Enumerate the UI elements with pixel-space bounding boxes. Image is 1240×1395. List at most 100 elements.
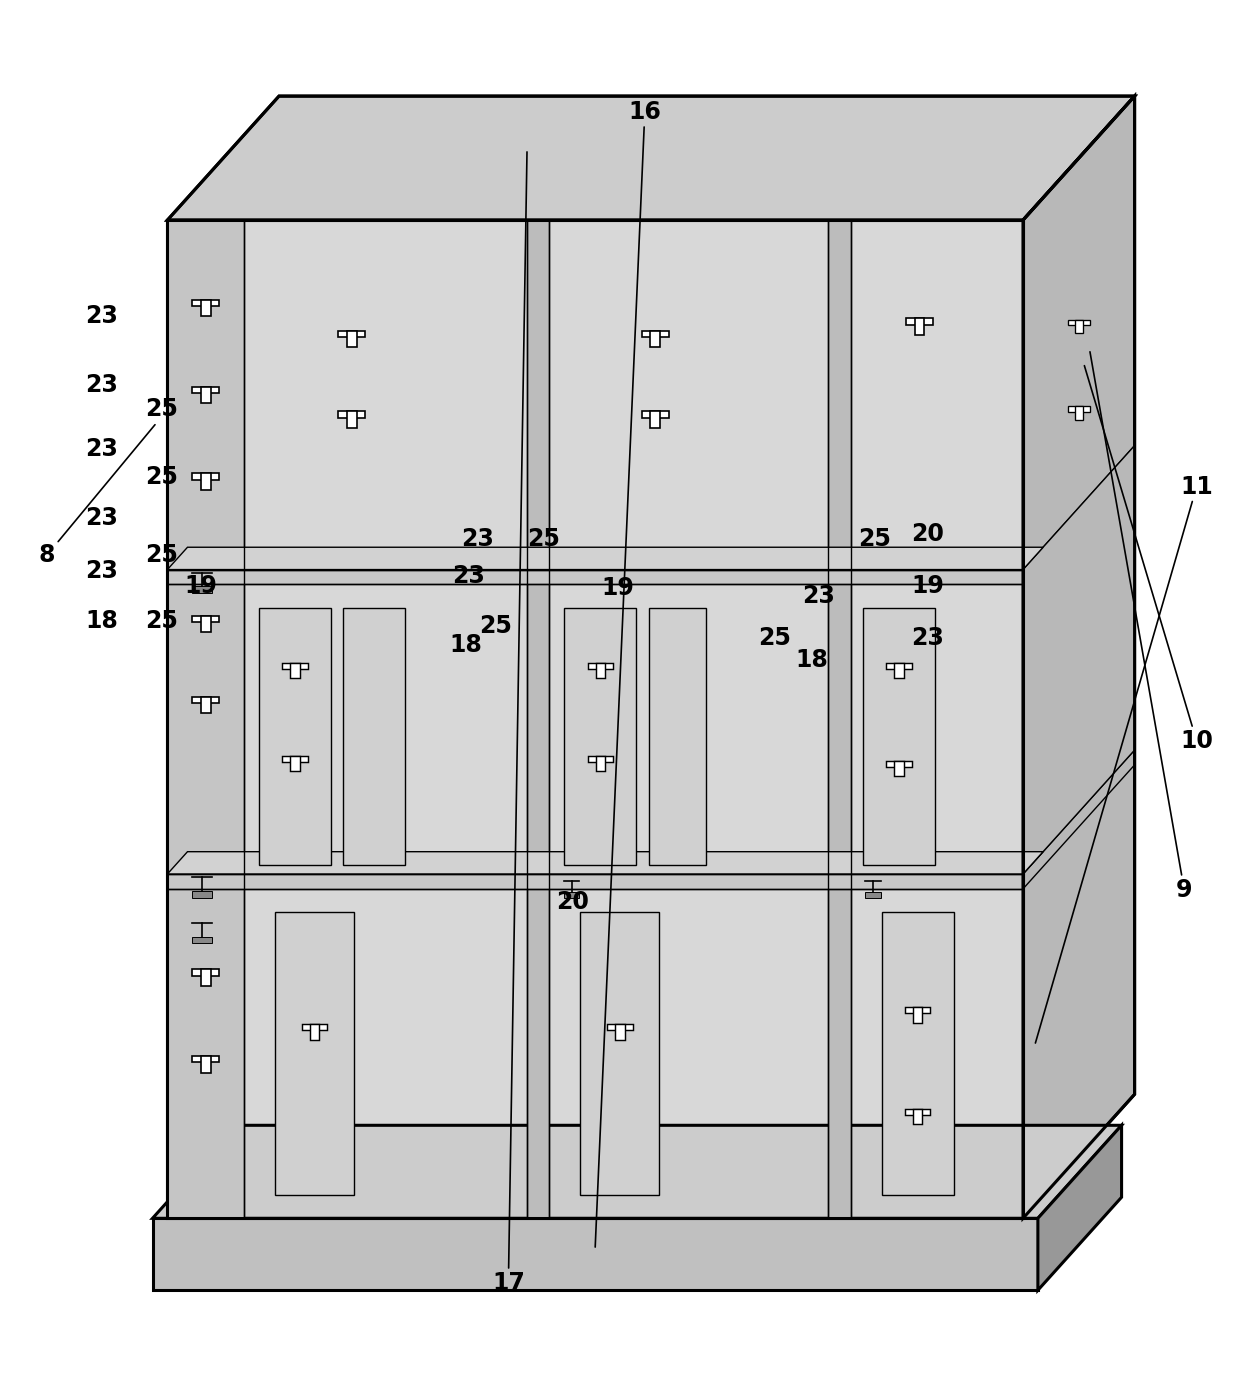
Text: 16: 16 [595, 100, 661, 1247]
Bar [201, 386, 211, 403]
Bar [339, 331, 365, 338]
Text: 23: 23 [911, 626, 944, 650]
Polygon shape [167, 96, 1135, 220]
Text: 23: 23 [453, 564, 485, 587]
Bar [339, 412, 365, 417]
Bar [651, 331, 660, 347]
Polygon shape [192, 891, 212, 897]
Bar [167, 875, 1023, 889]
Bar [167, 220, 1023, 1218]
Polygon shape [153, 1126, 1121, 1218]
Bar [828, 220, 851, 1218]
Bar [588, 756, 613, 762]
Bar [201, 473, 211, 490]
Text: 17: 17 [492, 152, 527, 1295]
Bar [642, 331, 668, 338]
Text: 25: 25 [145, 608, 177, 632]
Bar [153, 1218, 1038, 1290]
Text: 8: 8 [38, 424, 155, 566]
Bar [1075, 319, 1083, 333]
Bar [192, 300, 219, 306]
Bar [201, 696, 211, 713]
Bar [192, 970, 219, 975]
Polygon shape [1023, 96, 1135, 1218]
Bar [275, 912, 355, 1194]
Bar [343, 608, 404, 865]
Polygon shape [167, 852, 1043, 875]
Bar [201, 1056, 211, 1073]
Text: 25: 25 [145, 543, 177, 566]
Bar [192, 617, 219, 622]
Text: 23: 23 [86, 559, 118, 583]
Bar [1068, 406, 1090, 412]
Polygon shape [192, 936, 212, 943]
Bar [905, 1109, 930, 1115]
Text: 20: 20 [557, 890, 589, 914]
Text: 10: 10 [1084, 365, 1213, 753]
Text: 23: 23 [86, 506, 118, 530]
Bar [651, 412, 660, 428]
Bar [564, 608, 636, 865]
Bar [882, 912, 954, 1194]
Bar [863, 608, 935, 865]
Bar [192, 1056, 219, 1063]
Bar [905, 1007, 930, 1013]
Bar [906, 318, 932, 325]
Text: 20: 20 [911, 522, 944, 545]
Bar [615, 1024, 625, 1039]
Bar [913, 1109, 923, 1124]
Bar [347, 331, 357, 347]
Text: 18: 18 [450, 633, 482, 657]
Bar [887, 663, 911, 670]
Bar [642, 412, 668, 417]
Bar [259, 608, 331, 865]
Bar [913, 1007, 923, 1023]
Bar [167, 569, 1023, 585]
Text: 18: 18 [86, 608, 118, 632]
Text: 25: 25 [145, 396, 177, 420]
Bar [915, 318, 925, 335]
Text: 19: 19 [185, 573, 217, 598]
Text: 25: 25 [527, 527, 559, 551]
Bar [894, 760, 904, 776]
Polygon shape [564, 891, 579, 897]
Bar [192, 696, 219, 703]
Bar [290, 756, 300, 771]
Bar [595, 663, 605, 678]
Text: 25: 25 [759, 626, 791, 650]
Bar [303, 1024, 327, 1031]
Bar [347, 412, 357, 428]
Bar [201, 970, 211, 986]
Bar [887, 760, 911, 767]
Bar [201, 617, 211, 632]
Text: 25: 25 [858, 527, 890, 551]
Bar [283, 756, 308, 762]
Bar [310, 1024, 320, 1039]
Bar [580, 912, 660, 1194]
Bar [192, 386, 219, 393]
Text: 25: 25 [480, 614, 512, 638]
Text: 23: 23 [86, 304, 118, 328]
Bar [1075, 406, 1083, 420]
Bar [894, 663, 904, 678]
Polygon shape [1038, 1126, 1121, 1290]
Bar [649, 608, 706, 865]
Text: 19: 19 [911, 573, 944, 598]
Bar [167, 220, 244, 1218]
Text: 18: 18 [796, 649, 828, 672]
Bar [595, 756, 605, 771]
Bar [283, 663, 308, 670]
Text: 23: 23 [86, 438, 118, 462]
Text: 25: 25 [145, 465, 177, 488]
Text: 11: 11 [1035, 474, 1213, 1043]
Bar [290, 663, 300, 678]
Bar [608, 1024, 632, 1031]
Bar [167, 220, 1023, 1218]
Bar [588, 663, 613, 670]
Text: 9: 9 [1090, 352, 1193, 901]
Text: 23: 23 [802, 585, 835, 608]
Bar [201, 300, 211, 317]
Text: 23: 23 [86, 372, 118, 398]
Polygon shape [1023, 445, 1135, 875]
Polygon shape [866, 891, 880, 897]
